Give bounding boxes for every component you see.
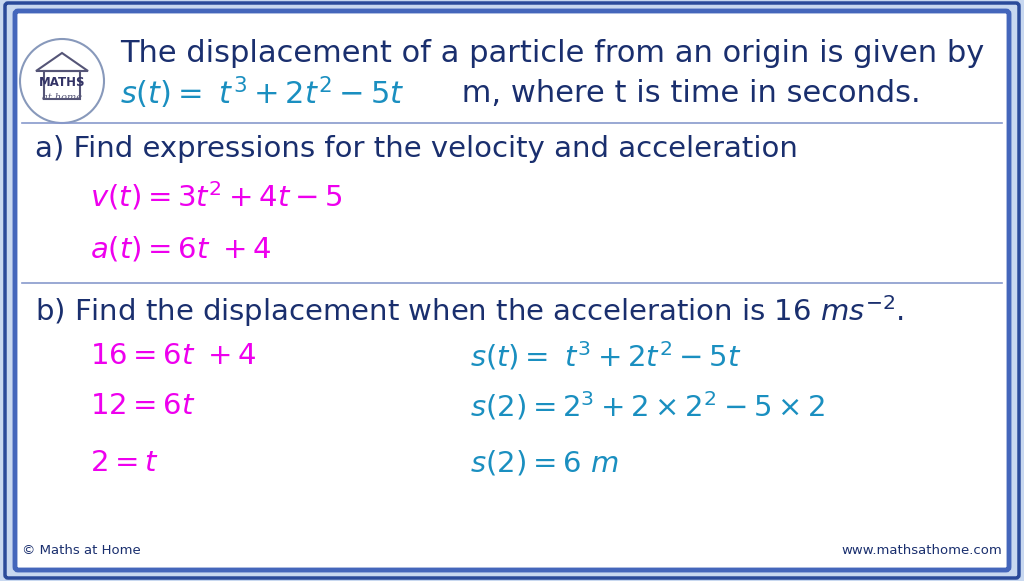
Text: a) Find expressions for the velocity and acceleration: a) Find expressions for the velocity and… (35, 135, 798, 163)
Text: $s(2) = 6\ m$: $s(2) = 6\ m$ (470, 449, 618, 478)
Text: $2 = t$: $2 = t$ (90, 449, 159, 477)
Circle shape (20, 39, 104, 123)
Text: $12 = 6t$: $12 = 6t$ (90, 392, 196, 420)
Text: b) Find the displacement when the acceleration is 16 $ms^{-2}$.: b) Find the displacement when the accele… (35, 293, 904, 329)
Text: © Maths at Home: © Maths at Home (22, 544, 140, 558)
Bar (44, 71, 80, 99)
Text: m, where t is time in seconds.: m, where t is time in seconds. (452, 78, 921, 107)
Text: $s(t) = \ t^3 + 2t^2 - 5t$: $s(t) = \ t^3 + 2t^2 - 5t$ (470, 339, 741, 372)
FancyBboxPatch shape (15, 11, 1009, 570)
Text: $s(2) = 2^3 + 2 \times 2^2 - 5 \times 2$: $s(2) = 2^3 + 2 \times 2^2 - 5 \times 2$ (470, 389, 825, 422)
Text: MATHS: MATHS (39, 77, 85, 89)
Text: $a(t) = 6t \ + 4$: $a(t) = 6t \ + 4$ (90, 235, 271, 264)
Text: $s(t) = \ t^3 + 2t^2 - 5t$: $s(t) = \ t^3 + 2t^2 - 5t$ (120, 75, 404, 111)
Text: $v(t) = 3t^2 + 4t - 5$: $v(t) = 3t^2 + 4t - 5$ (90, 180, 342, 213)
Text: $16 = 6t \ + 4$: $16 = 6t \ + 4$ (90, 342, 257, 370)
Text: at home: at home (42, 92, 82, 102)
Text: The displacement of a particle from an origin is given by: The displacement of a particle from an o… (120, 40, 984, 69)
Text: www.mathsathome.com: www.mathsathome.com (842, 544, 1002, 558)
